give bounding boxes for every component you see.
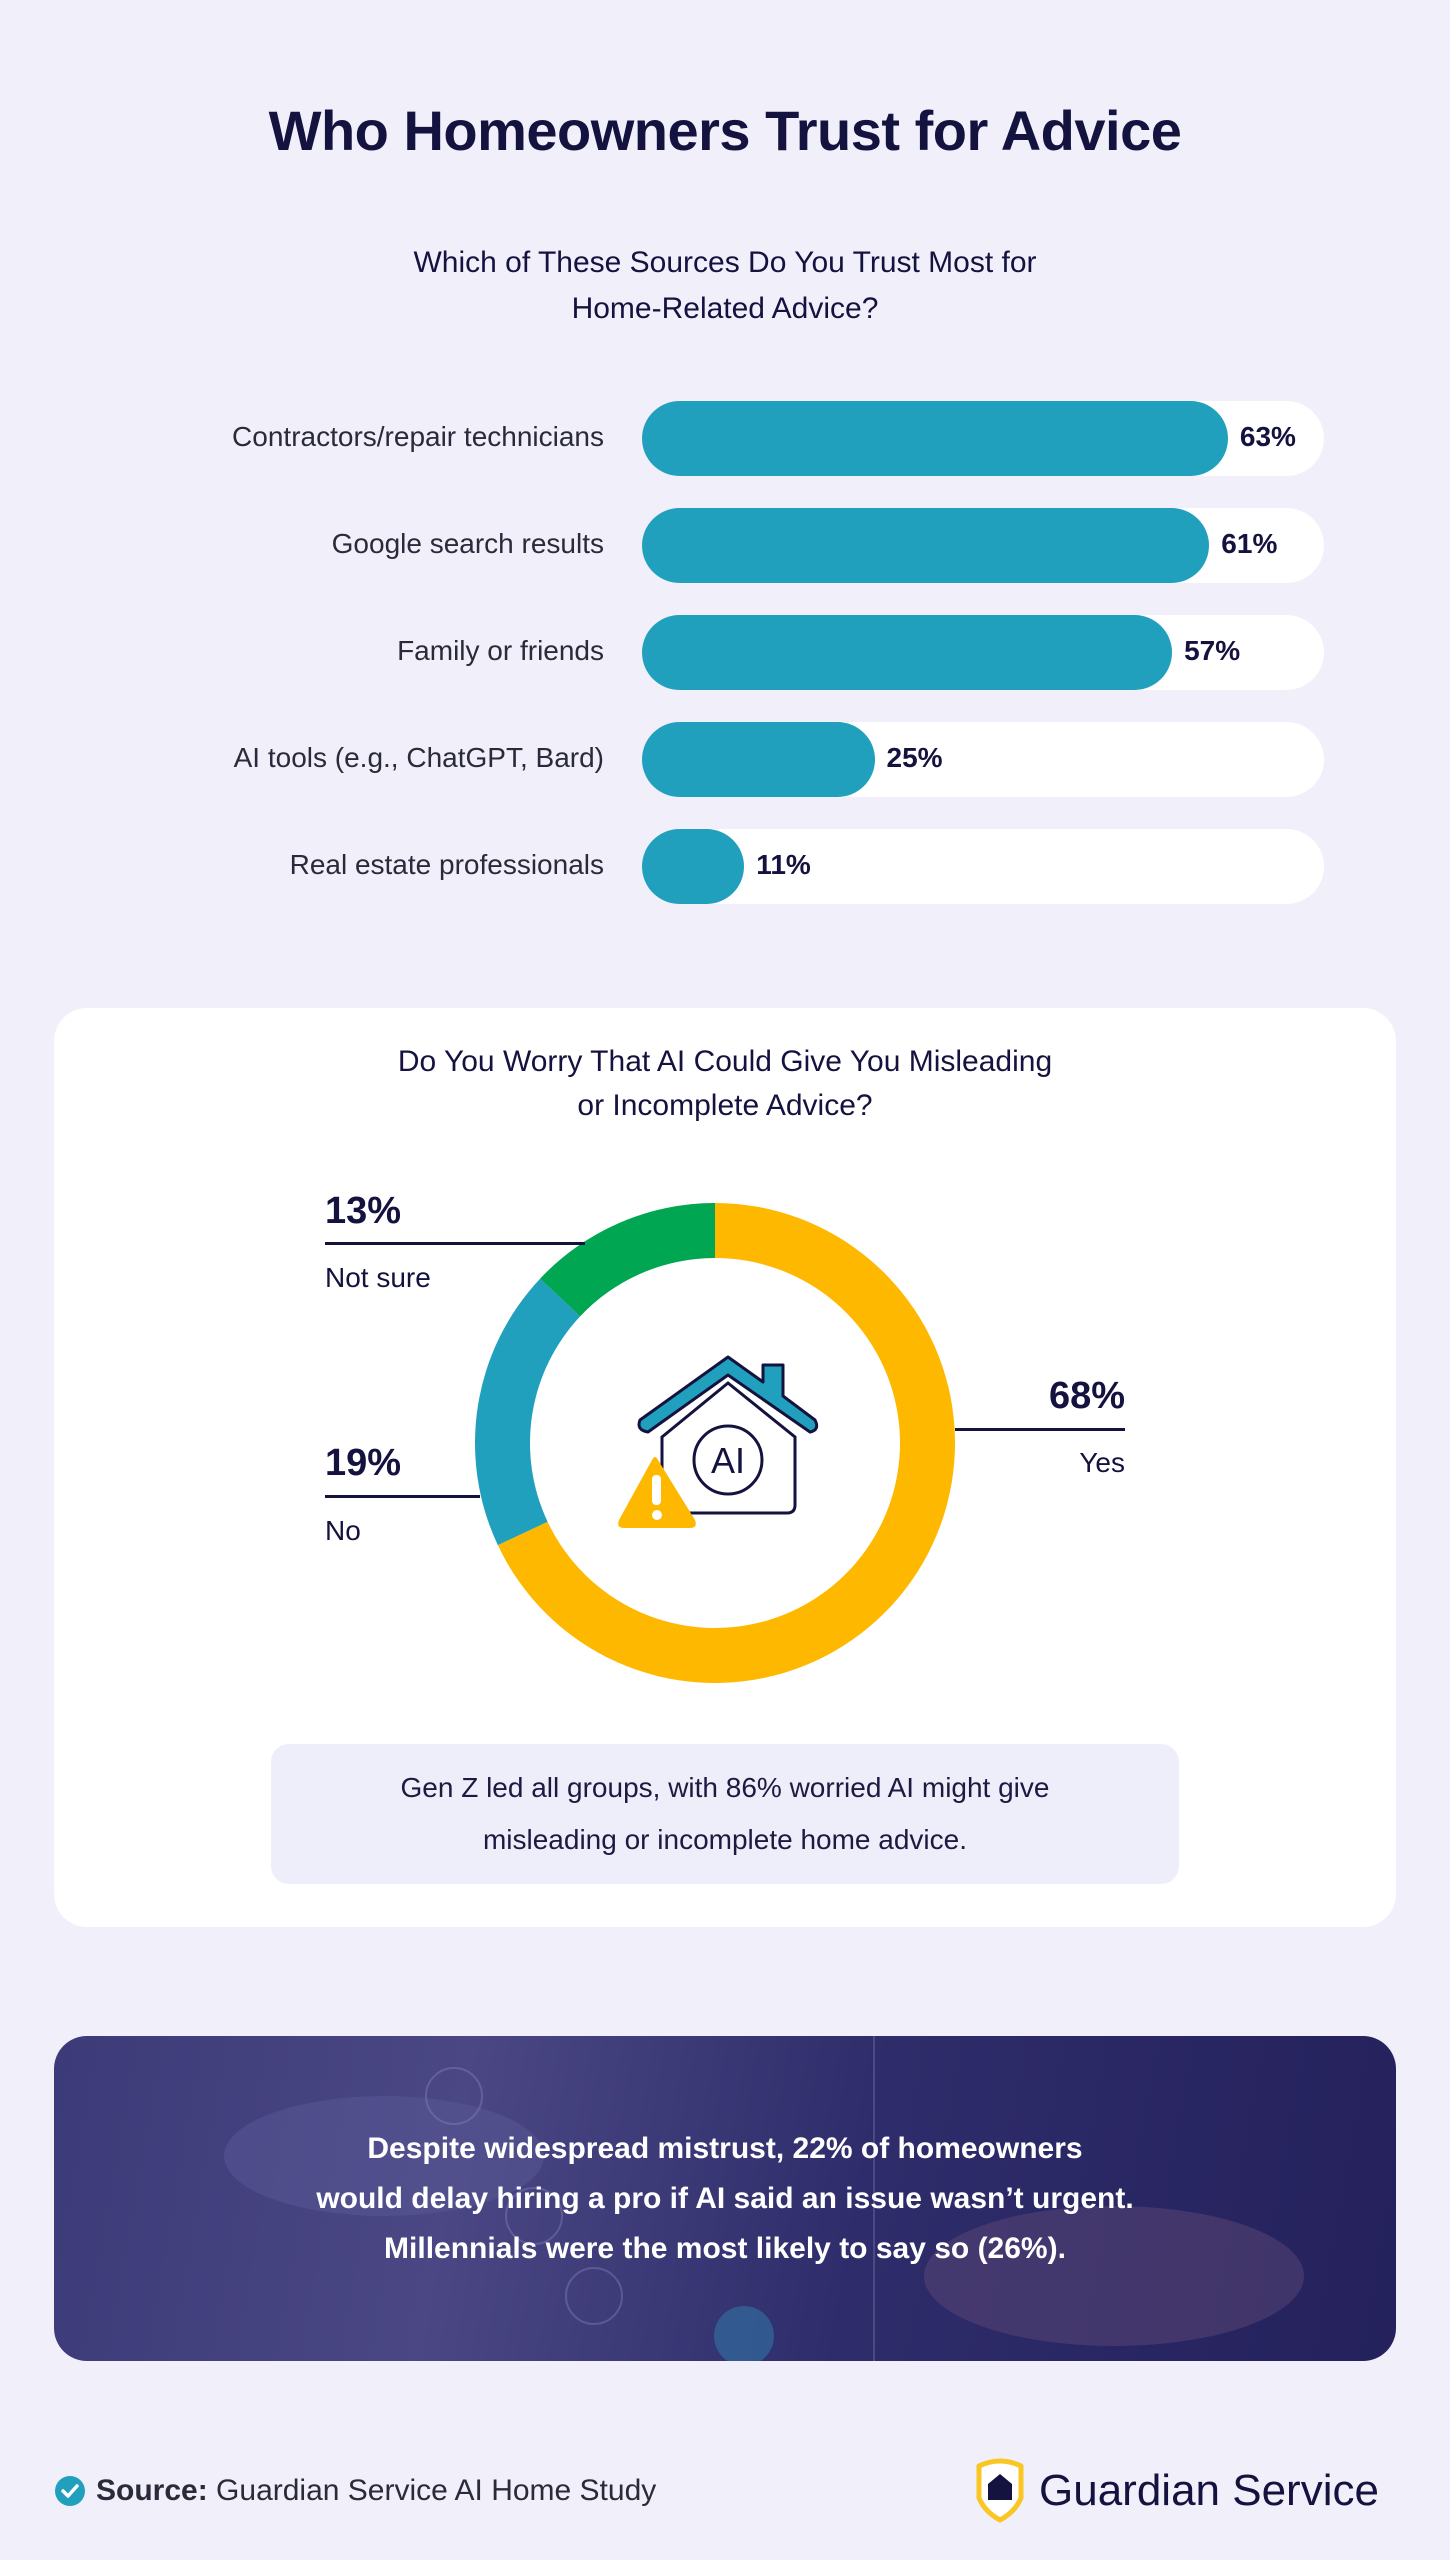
bar-value-label: 63%: [1239, 421, 1296, 452]
donut-chart-title-line2: or Incomplete Advice?: [577, 1089, 873, 1122]
bar-label: Google search results: [331, 528, 604, 559]
not-sure-label: Not sure: [325, 1262, 431, 1293]
bar-track: [642, 829, 1324, 904]
bar-chart-title-line1: Which of These Sources Do You Trust Most…: [413, 246, 1037, 279]
check-circle-icon: [55, 2476, 85, 2506]
brand-logo: Guardian Service: [975, 2458, 1379, 2524]
bar: [642, 615, 1173, 690]
bar-track: [642, 401, 1324, 476]
not-sure-value: 13%: [325, 1190, 402, 1232]
no-leader-line: [325, 1495, 480, 1498]
yes-label: Yes: [1079, 1447, 1125, 1478]
banner-line3: Millennials were the most likely to say …: [384, 2231, 1066, 2265]
bar-value-label: 25%: [886, 742, 943, 773]
no-value: 19%: [325, 1442, 402, 1484]
bar-track: [642, 508, 1324, 583]
no-label: No: [325, 1515, 361, 1546]
shield-house-icon: [976, 2458, 1024, 2523]
bar-value-label: 57%: [1184, 635, 1241, 666]
icon-ai-text: AI: [711, 1440, 745, 1481]
yes-value: 68%: [1048, 1375, 1125, 1417]
source-label: Source:: [96, 2474, 208, 2507]
donut-slice-not-sure: [540, 1203, 715, 1317]
bar: [642, 508, 1210, 583]
source-citation: Source: Guardian Service AI Home Study: [54, 2474, 656, 2508]
bar-label: AI tools (e.g., ChatGPT, Bard): [233, 742, 604, 773]
bar-track: [642, 615, 1324, 690]
bar-label: Family or friends: [397, 635, 604, 666]
brand-name: Guardian Service: [1039, 2466, 1379, 2515]
donut-slice-no: [475, 1278, 581, 1546]
bar-value-label: 11%: [756, 849, 811, 880]
banner-background-image: [224, 2036, 1304, 2361]
banner-line1: Despite widespread mistrust, 22% of home…: [367, 2131, 1083, 2165]
bar-chart-title: Which of These Sources Do You Trust Most…: [0, 240, 1450, 332]
house-ai-warning-icon: AI: [618, 1355, 819, 1528]
bar: [642, 722, 875, 797]
bar-label: Contractors/repair technicians: [232, 421, 604, 452]
page-title: Who Homeowners Trust for Advice: [268, 99, 1182, 162]
donut-chart-title: Do You Worry That AI Could Give You Misl…: [0, 1040, 1450, 1128]
donut-chart-title-line1: Do You Worry That AI Could Give You Misl…: [397, 1045, 1053, 1078]
yes-leader-line: [955, 1428, 1125, 1431]
banner-line2: would delay hiring a pro if AI said an i…: [316, 2181, 1134, 2215]
bar: [642, 829, 745, 904]
bar: [642, 401, 1228, 476]
gen-z-note: Gen Z led all groups, with 86% worried A…: [271, 1744, 1179, 1884]
bar-value-label: 61%: [1221, 528, 1278, 559]
note-line1: Gen Z led all groups, with 86% worried A…: [400, 1772, 1050, 1803]
bar-track: [642, 722, 1324, 797]
bar-label: Real estate professionals: [289, 849, 604, 880]
insight-banner: Despite widespread mistrust, 22% of home…: [54, 2036, 1396, 2361]
not-sure-leader-line: [325, 1242, 585, 1245]
bar-chart-title-line2: Home-Related Advice?: [571, 292, 879, 325]
source-text: Guardian Service AI Home Study: [216, 2474, 657, 2507]
note-line2: misleading or incomplete home advice.: [482, 1824, 967, 1855]
